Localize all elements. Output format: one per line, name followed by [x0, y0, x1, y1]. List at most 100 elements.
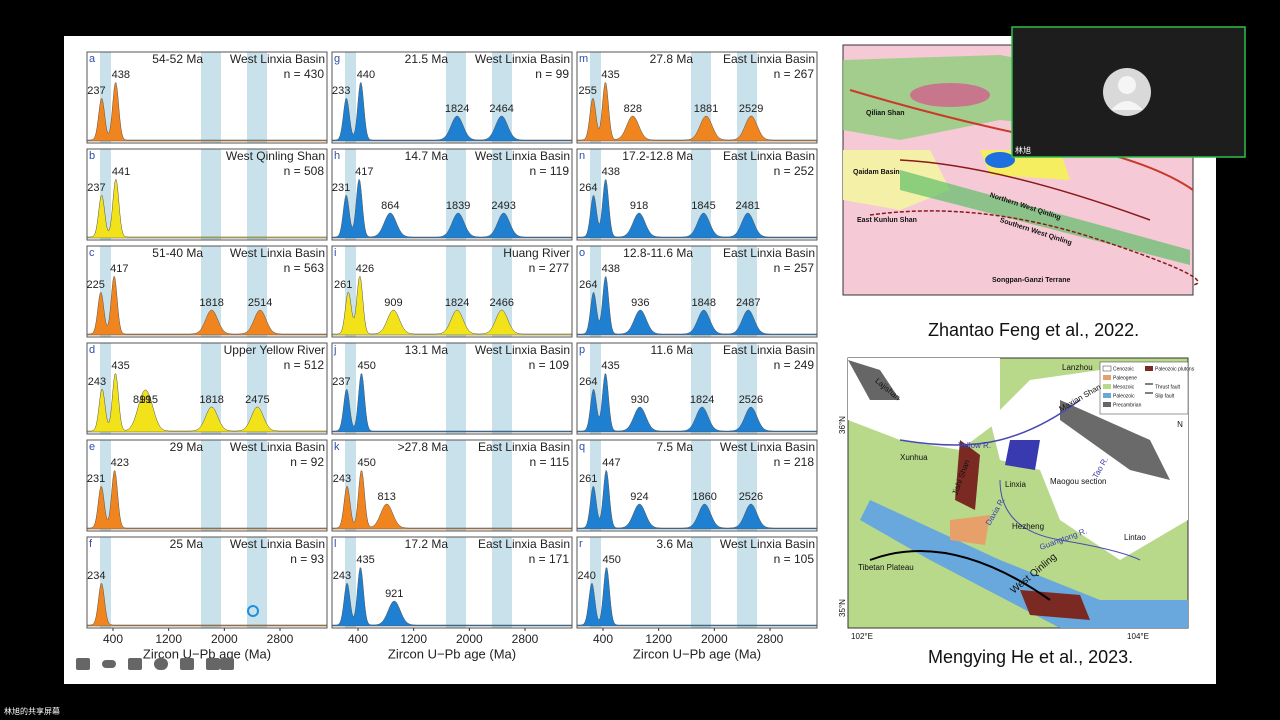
peak-label: 1818: [199, 297, 223, 309]
panel-frame: [576, 439, 818, 532]
panel-letter: r: [579, 538, 583, 550]
panel-n: n = 563: [284, 261, 325, 275]
peak-label: 231: [332, 182, 350, 194]
panel-age: >27.8 Ma: [398, 440, 449, 454]
map-label: Xunhua: [900, 453, 928, 462]
panel-n: n = 115: [530, 455, 570, 469]
x-tick-label: 2000: [456, 632, 483, 646]
peak-label: 1860: [692, 491, 716, 503]
age-band: [345, 246, 356, 337]
peak-label: 1881: [694, 103, 718, 115]
x-axis-label: Zircon U−Pb age (Ma): [388, 646, 516, 661]
x-axis-label: Zircon U−Pb age (Ma): [633, 646, 761, 661]
age-band: [492, 246, 512, 337]
age-spectrum: [576, 567, 818, 627]
peak-label: 441: [112, 166, 130, 178]
map-label: Tibetan Plateau: [858, 563, 914, 572]
map-label: Linxia: [1005, 480, 1026, 489]
peak-label: 264: [579, 279, 597, 291]
legend-entry: Paleogene: [1113, 375, 1137, 381]
x-tick-label: 2800: [757, 632, 784, 646]
peak-label: 261: [579, 473, 597, 485]
panel-n: n = 92: [290, 455, 324, 469]
peak-label: 2514: [248, 297, 272, 309]
panel-letter: f: [89, 538, 93, 550]
age-band: [100, 246, 111, 337]
panel-frame: [86, 245, 328, 338]
legend-entry: Thrust fault: [1155, 384, 1181, 390]
peak-label: 435: [601, 69, 619, 81]
peak-label: 1839: [446, 200, 470, 212]
legend-entry: Paleozoic: [1113, 393, 1135, 399]
age-band: [100, 343, 111, 434]
panel-letter: l: [334, 538, 336, 550]
peak-label: 243: [333, 570, 351, 582]
panel-frame: [576, 342, 818, 435]
age-spectrum: [576, 178, 818, 239]
age-spectrum: [331, 275, 573, 336]
legend-entry: Mesozoic: [1113, 384, 1135, 390]
peak-label: 438: [602, 263, 620, 275]
map-label: Qaidam Basin: [853, 169, 900, 176]
panel-frame: [331, 342, 573, 435]
age-spectrum: [576, 373, 818, 433]
x-tick-label: 2000: [701, 632, 728, 646]
peak-label: 438: [112, 69, 130, 81]
peak-label: 237: [87, 182, 105, 194]
map-label: Yellow R.: [958, 441, 991, 450]
panel-n: n = 171: [529, 552, 570, 566]
panel-age: 14.7 Ma: [405, 149, 449, 163]
age-band: [201, 149, 221, 240]
panel-age: 21.5 Ma: [405, 52, 449, 66]
peak-label: 2481: [736, 200, 760, 212]
peak-label: 417: [355, 166, 373, 178]
x-tick-label: 1200: [400, 632, 427, 646]
map-label: Hezheng: [1012, 522, 1044, 531]
peak-label: 2475: [245, 394, 269, 406]
peak-label: 936: [631, 297, 649, 309]
panel-frame: [576, 148, 818, 241]
age-band: [590, 52, 601, 143]
x-tick-label: 400: [103, 632, 123, 646]
x-tick-label: 400: [348, 632, 368, 646]
panel-location: East Linxia Basin: [723, 246, 815, 260]
panel-location: West Linxia Basin: [230, 52, 325, 66]
age-spectrum: [86, 178, 328, 239]
panel-age: 54-52 Ma: [152, 52, 203, 66]
panel-letter: h: [334, 150, 340, 162]
peak-label: 2526: [739, 491, 763, 503]
map-label: East Kunlun Shan: [857, 217, 917, 224]
age-spectrum: [331, 567, 573, 627]
age-spectrum: [86, 275, 328, 336]
age-band: [100, 52, 111, 143]
peak-label: 231: [87, 473, 105, 485]
panel-age: 11.6 Ma: [651, 343, 694, 357]
panel-location: Upper Yellow River: [224, 343, 325, 357]
age-band: [201, 343, 221, 434]
age-spectrum: [576, 469, 818, 530]
legend-entry: Slip fault: [1155, 393, 1175, 399]
map-label: Maogou section: [1050, 477, 1106, 486]
age-spectrum: [331, 81, 573, 142]
peak-label: 918: [630, 200, 648, 212]
x-tick-label: 1200: [155, 632, 182, 646]
panel-frame: [86, 148, 328, 241]
panel-n: n = 267: [774, 67, 815, 81]
peak-label: 813: [378, 491, 396, 503]
age-spectrum: [331, 470, 573, 530]
age-band: [100, 149, 111, 240]
panel-location: East Linxia Basin: [478, 440, 570, 454]
age-band: [446, 537, 466, 628]
panel-letter: p: [579, 344, 585, 356]
age-band: [492, 52, 512, 143]
peak-label: 1824: [445, 297, 469, 309]
x-tick-label: 400: [593, 632, 613, 646]
panel-n: n = 430: [284, 67, 325, 81]
peak-label: 233: [332, 85, 350, 97]
panel-location: East Linxia Basin: [478, 537, 570, 551]
annotation-toolbar[interactable]: [76, 658, 234, 670]
video-tile[interactable]: 林旭: [1011, 26, 1246, 158]
x-tick-label: 1200: [645, 632, 672, 646]
panel-letter: i: [334, 247, 336, 259]
peak-label: 438: [602, 166, 620, 178]
